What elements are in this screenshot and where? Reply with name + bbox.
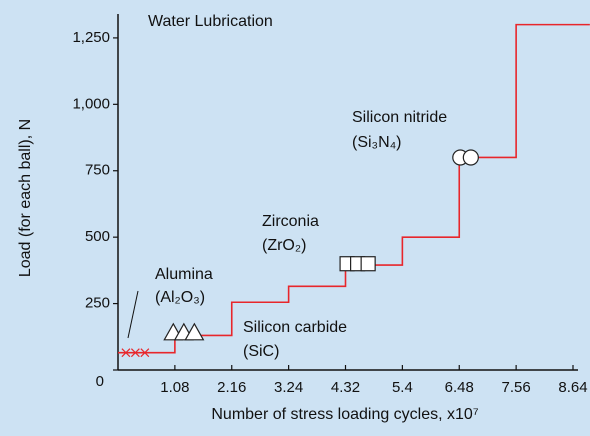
annotation: (SiC)	[243, 343, 279, 360]
x-marker	[130, 348, 140, 358]
step-line	[118, 23, 590, 354]
x-tick-label: 1.08	[160, 379, 189, 396]
x-axis-label: Number of stress loading cycles, x10⁷	[211, 406, 478, 423]
annotation: (ZrO₂)	[262, 237, 306, 254]
annotation: (Si₃N₄)	[352, 134, 401, 151]
annotation: Water Lubrication	[148, 13, 273, 30]
leader-line	[127, 290, 139, 339]
annotation: Silicon nitride	[352, 109, 447, 126]
annotation: (Al₂O₃)	[155, 289, 205, 306]
x-tick-label: 4.32	[331, 379, 360, 396]
y-tick-label: 1,250	[72, 29, 110, 46]
y-tick-label: 1,000	[72, 95, 110, 112]
x-tick-label: 3.24	[274, 379, 303, 396]
y-tick-label: 250	[85, 295, 110, 312]
annotation: Zirconia	[262, 213, 319, 230]
x-marker	[121, 348, 131, 358]
x-tick-label: 6.48	[445, 379, 474, 396]
y-tick-label: 500	[85, 228, 110, 245]
y-tick-label: 750	[85, 162, 110, 179]
x-tick-label: 8.64	[558, 379, 587, 396]
y-tick-label: 0	[96, 373, 104, 390]
x-tick-label: 7.56	[502, 379, 531, 396]
circle-marker	[462, 149, 479, 166]
square-marker	[360, 256, 376, 272]
triangle-marker	[184, 322, 205, 341]
x-marker	[140, 348, 150, 358]
annotation: Silicon carbide	[243, 319, 347, 336]
y-axis-label: Load (for each ball), N	[17, 119, 34, 277]
x-tick-label: 2.16	[217, 379, 246, 396]
x-tick-label: 5.4	[392, 379, 413, 396]
annotation: Alumina	[155, 266, 213, 283]
